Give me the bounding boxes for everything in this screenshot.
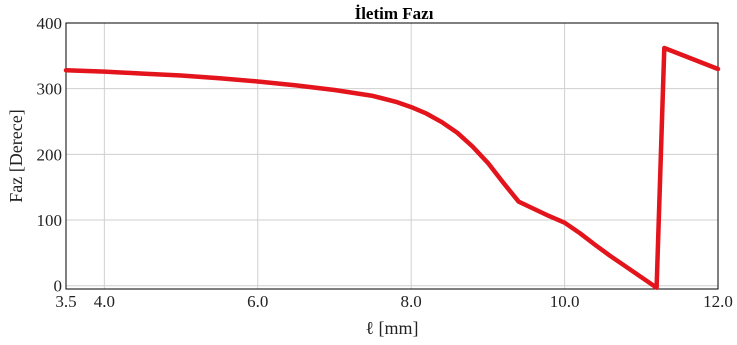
grid <box>66 23 718 289</box>
y-tick-label: 300 <box>37 80 63 99</box>
y-tick-label: 0 <box>54 277 63 296</box>
x-ticks: 3.5 4.0 6.0 8.0 10.0 12.0 <box>55 292 733 311</box>
x-tick-label: 12.0 <box>703 292 733 311</box>
chart-title: İletim Fazı <box>355 4 434 23</box>
series <box>63 45 721 290</box>
x-axis-label: ℓ [mm] <box>365 318 418 338</box>
x-tick-label: 8.0 <box>401 292 422 311</box>
x-tick-label: 10.0 <box>550 292 580 311</box>
x-tick-label: 4.0 <box>94 292 115 311</box>
y-ticks: 0 100 200 300 400 <box>37 14 63 296</box>
y-tick-label: 200 <box>37 145 63 164</box>
y-tick-label: 100 <box>37 211 63 230</box>
y-tick-label: 400 <box>37 14 63 33</box>
plot-frame <box>65 22 719 290</box>
phase-line <box>63 45 721 290</box>
y-axis-label: Faz [Derece] <box>6 109 26 202</box>
x-tick-label: 3.5 <box>55 292 76 311</box>
x-tick-label: 6.0 <box>247 292 268 311</box>
